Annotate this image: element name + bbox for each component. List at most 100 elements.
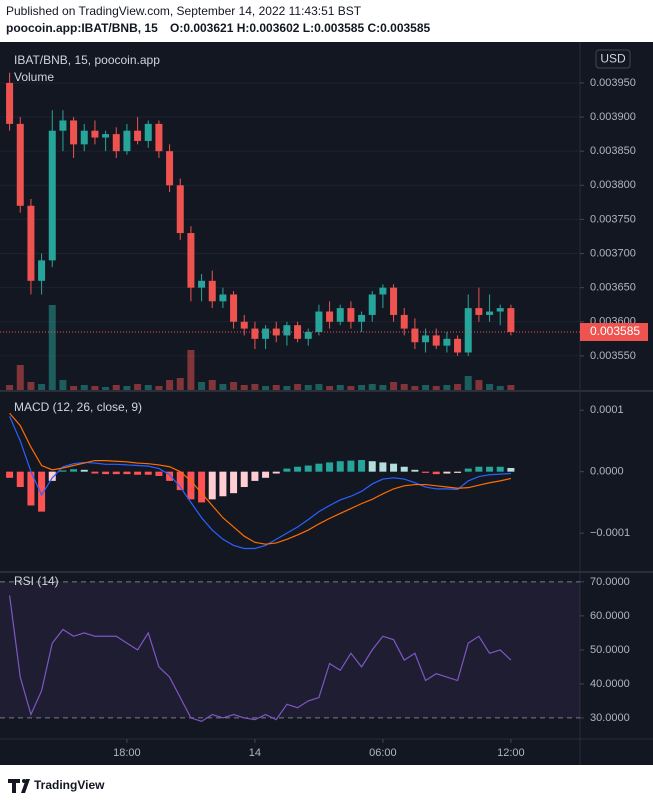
candle-body bbox=[496, 308, 504, 312]
histogram-bar bbox=[16, 471, 24, 488]
footer-background bbox=[0, 765, 653, 804]
volume-bar bbox=[187, 350, 195, 390]
candle-body bbox=[176, 185, 184, 234]
candle-body bbox=[422, 335, 430, 343]
header-background bbox=[0, 0, 653, 42]
candle-body bbox=[368, 294, 376, 315]
volume-bar bbox=[219, 384, 227, 390]
x-tick-label: 14 bbox=[249, 747, 261, 759]
volume-bar bbox=[347, 386, 355, 390]
brand-logo bbox=[8, 779, 30, 793]
histogram-bar bbox=[38, 471, 46, 512]
histogram-bar bbox=[48, 471, 56, 481]
ohlc-line: O:0.003621 H:0.003602 L:0.003585 C:0.003… bbox=[170, 21, 431, 35]
volume-bar bbox=[155, 386, 163, 390]
histogram-bar bbox=[230, 471, 238, 494]
y-tick-label: 0.003700 bbox=[590, 247, 636, 259]
candle-body bbox=[507, 308, 515, 332]
y-tick-label: 0.0001 bbox=[590, 404, 624, 416]
y-tick-label: 0.0000 bbox=[590, 466, 624, 478]
volume-bar bbox=[102, 387, 110, 390]
volume-bar bbox=[48, 305, 56, 390]
histogram-bar bbox=[112, 471, 120, 475]
histogram-bar bbox=[144, 471, 152, 475]
histogram-bar bbox=[368, 461, 376, 472]
volume-bar bbox=[336, 385, 344, 390]
volume-bar bbox=[272, 385, 280, 390]
macd-title: MACD (12, 26, close, 9) bbox=[14, 400, 142, 414]
candle-body bbox=[134, 130, 142, 141]
histogram-bar bbox=[432, 471, 440, 475]
histogram-bar bbox=[400, 466, 408, 472]
histogram-bar bbox=[507, 467, 515, 472]
candle-body bbox=[400, 314, 408, 329]
symbol-line: poocoin.app:IBAT/BNB, 15 bbox=[6, 21, 158, 35]
volume-bar bbox=[368, 384, 376, 390]
currency-box[interactable] bbox=[595, 49, 631, 69]
candle-body bbox=[358, 314, 366, 322]
histogram-bar bbox=[336, 461, 344, 472]
candle-body bbox=[251, 328, 259, 339]
candle-body bbox=[38, 260, 46, 281]
candle-body bbox=[443, 338, 451, 346]
brand-name: TradingView bbox=[34, 778, 105, 792]
volume-bar bbox=[304, 385, 312, 390]
volume-bar bbox=[59, 380, 67, 390]
y-tick-label: 0.003900 bbox=[590, 111, 636, 123]
volume-bar bbox=[198, 382, 206, 390]
histogram-bar bbox=[443, 471, 451, 474]
histogram-bar bbox=[358, 459, 366, 472]
volume-bar bbox=[38, 384, 46, 390]
candle-body bbox=[80, 130, 88, 145]
histogram-bar bbox=[272, 471, 280, 474]
x-tick-label: 12:00 bbox=[497, 747, 525, 759]
histogram-bar bbox=[411, 469, 419, 472]
histogram-bar bbox=[464, 468, 472, 472]
candles: 0.003585 bbox=[0, 72, 648, 356]
candle-body bbox=[336, 308, 344, 322]
currency-label: USD bbox=[600, 52, 626, 66]
y-tick-label: 0.003650 bbox=[590, 282, 636, 294]
histogram-bar bbox=[27, 471, 35, 506]
volume-bar bbox=[315, 384, 323, 390]
candle-body bbox=[379, 287, 387, 295]
histogram-bar bbox=[251, 471, 259, 481]
logo-mark bbox=[22, 779, 26, 783]
volume-bar bbox=[464, 376, 472, 390]
price-pane-title: IBAT/BNB, 15, poocoin.app bbox=[14, 53, 160, 67]
histogram-bar bbox=[80, 469, 88, 472]
volume-bar bbox=[112, 385, 120, 390]
candle-body bbox=[475, 308, 483, 315]
volume-bar bbox=[251, 384, 259, 390]
candle-body bbox=[219, 294, 227, 302]
histogram-bar bbox=[208, 471, 216, 500]
rsi-pane: 70.0000 60.0000 50.0000 40.0000 30.0000 bbox=[0, 576, 630, 724]
y-tick-label: 0.003850 bbox=[590, 145, 636, 157]
volume-bar bbox=[6, 385, 14, 390]
y-tick-label: 30.0000 bbox=[590, 712, 630, 724]
histogram-bar bbox=[294, 466, 302, 472]
y-tick-label: 60.0000 bbox=[590, 610, 630, 622]
last-price-label: 0.003585 bbox=[590, 324, 640, 338]
volume-bar bbox=[230, 382, 238, 390]
volume-bar bbox=[326, 386, 334, 390]
candle-body bbox=[315, 311, 323, 332]
signal-line bbox=[9, 412, 512, 545]
candle-body bbox=[16, 123, 24, 206]
histogram-bar bbox=[91, 471, 99, 474]
candle-body bbox=[155, 123, 163, 152]
volume-bar bbox=[422, 385, 430, 390]
candle-body bbox=[326, 311, 334, 322]
histogram-bar bbox=[390, 463, 398, 472]
time-axis: 18:00 14 06:00 12:00 bbox=[113, 739, 525, 759]
histogram-bar bbox=[102, 471, 110, 475]
volume-bar bbox=[486, 384, 494, 390]
volume-bar bbox=[144, 385, 152, 390]
histogram-bar bbox=[219, 471, 227, 497]
volume-bar bbox=[294, 384, 302, 390]
chart-background bbox=[0, 42, 653, 765]
candle-body bbox=[27, 205, 35, 281]
volume-bar bbox=[507, 385, 515, 390]
y-tick-label: 0.003750 bbox=[590, 213, 636, 225]
